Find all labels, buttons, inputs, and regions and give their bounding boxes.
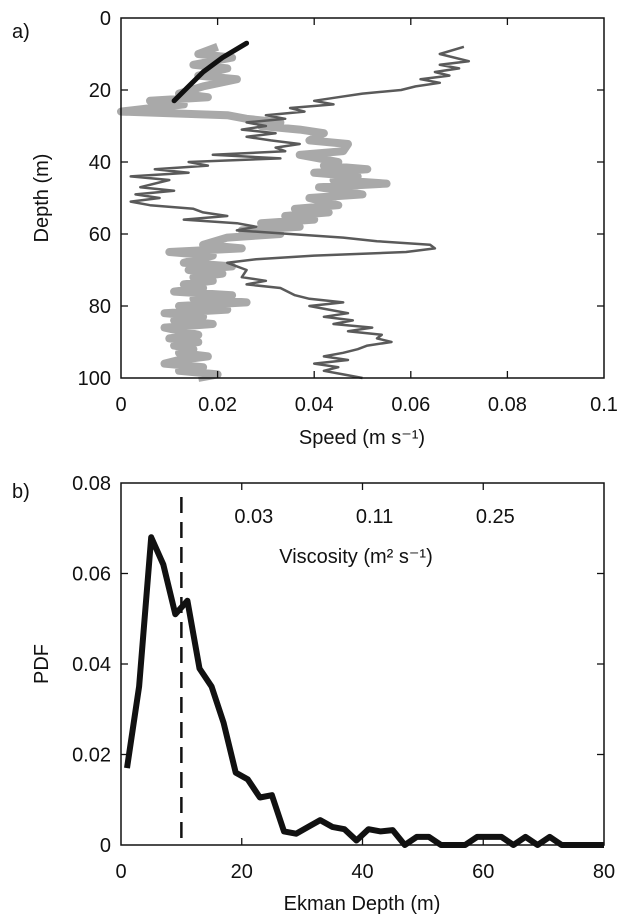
panel-a-y-tick-label: 40 [89, 152, 111, 174]
panel-a-x-tick-label: 0.04 [295, 394, 334, 416]
panel-b-viscosity-tick-label: 0.25 [476, 506, 515, 528]
panel-a-label: a) [12, 21, 30, 43]
panel-b-y-tick-label: 0.02 [72, 745, 111, 767]
panel-b-y-ticks: 0 0.02 0.04 0.06 0.08 [72, 473, 604, 857]
panel-a-y-tick-label: 100 [78, 368, 111, 390]
panel-a-series-group [117, 40, 471, 382]
panel-a-y-tick-label: 0 [100, 8, 111, 30]
panel-b-label: b) [12, 481, 30, 503]
panel-b-x-tick-label: 20 [231, 861, 253, 883]
panel-b-viscosity-tick-label: 0.11 [356, 506, 393, 528]
panel-b-pdf-line-1 [124, 534, 604, 848]
panel-b-x-tick-label: 40 [351, 861, 373, 883]
panel-b-series-group [124, 534, 604, 848]
panel-b-viscosity-tick-label: 0.03 [234, 506, 273, 528]
panel-b-x-tick-label: 80 [593, 861, 615, 883]
panel-a-series-line-3 [171, 40, 250, 104]
panel-b-viscosity-tick-labels: 0.03 0.11 0.25 [234, 506, 514, 528]
panel-a-y-tick-label: 20 [89, 80, 111, 102]
panel-b-x-axis-label: Ekman Depth (m) [284, 893, 441, 915]
panel-a-y-ticks: 0 20 40 60 80 100 [78, 8, 604, 390]
panel-b-y-tick-label: 0 [100, 835, 111, 857]
panel-a-axes-frame [120, 17, 605, 379]
panel-b-y-tick-label: 0.04 [72, 654, 111, 676]
panel-b-x-tick-label: 60 [472, 861, 494, 883]
panel-b-x-ticks: 0 20 40 60 80 [115, 483, 615, 883]
panel-b-axes-frame [120, 482, 605, 846]
panel-a-x-ticks: 0 0.02 0.04 0.06 0.08 0.1 [115, 18, 618, 416]
panel-b-y-tick-label: 0.06 [72, 564, 111, 586]
panel-a-x-axis-label: Speed (m s⁻¹) [299, 427, 425, 449]
panel-b-viscosity-label: Viscosity (m² s⁻¹) [279, 546, 433, 568]
panel-a-x-tick-label: 0.1 [590, 394, 618, 416]
panel-a-x-tick-label: 0.08 [488, 394, 527, 416]
panel-b-y-tick-label: 0.08 [72, 473, 111, 495]
panel-a-x-tick-label: 0 [115, 394, 126, 416]
panel-a-y-axis-label: Depth (m) [31, 154, 53, 243]
panel-a-series-line-1 [117, 43, 391, 382]
panel-a-y-tick-label: 80 [89, 296, 111, 318]
panel-a-x-tick-label: 0.02 [198, 394, 237, 416]
panel-a-series-line-2 [129, 45, 471, 380]
panel-b-ekman-depth-pdf: b) 0 20 40 60 80 00.020.040.060.08 0.03 0.11 0… [12, 473, 615, 915]
panel-a-y-tick-label: 60 [89, 224, 111, 246]
panel-a-x-tick-label: 0.06 [391, 394, 430, 416]
panel-a-speed-profile: a) 0 0.02 0.04 0.06 0.08 0.1 0 20 40 60 80 100 Spe… [12, 8, 618, 449]
panel-b-x-tick-label: 0 [115, 861, 126, 883]
panel-b-y-axis-label: PDF [31, 644, 53, 684]
